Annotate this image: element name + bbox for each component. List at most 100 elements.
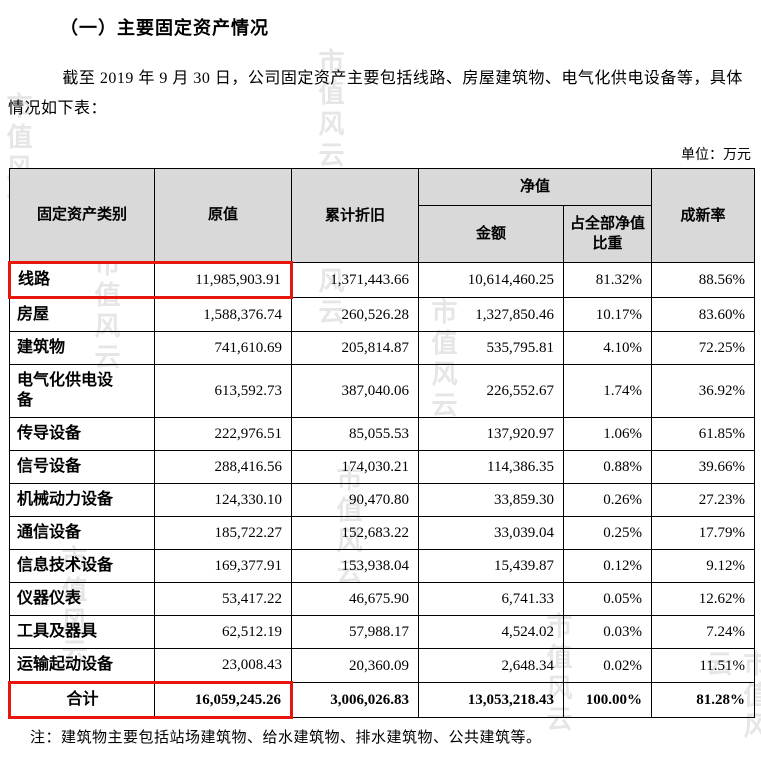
cell-original-value: 185,722.27 [154, 516, 292, 550]
table-row-fangwu: 房屋 1,588,376.74 260,526.28 1,327,850.46 … [9, 297, 756, 332]
cell-original-value: 124,330.10 [154, 483, 292, 517]
cell-accumulated-depreciation: 260,526.28 [291, 297, 419, 332]
cell-accumulated-depreciation: 3,006,026.83 [291, 682, 419, 718]
table-row-jixiedongli: 机械动力设备 124,330.10 90,470.80 33,859.30 0.… [9, 483, 756, 517]
cell-category: 电气化供电设备 [9, 364, 155, 418]
cell-net-proportion: 4.10% [562, 331, 653, 365]
col-header-category: 固定资产类别 [9, 168, 155, 263]
cell-newness-rate: 39.66% [651, 450, 756, 484]
cell-net-amount: 1,327,850.46 [418, 297, 564, 332]
header-row-2: 金额 占全部净值比重 [10, 205, 755, 263]
cell-original-value: 613,592.73 [154, 364, 292, 418]
cell-original-value: 23,008.43 [154, 648, 292, 683]
table-row-tongxin: 通信设备 185,722.27 152,683.22 33,039.04 0.2… [9, 516, 756, 550]
cell-net-proportion: 1.74% [562, 364, 653, 418]
col-header-accumulated-depreciation: 累计折旧 [291, 168, 419, 263]
col-header-net-proportion: 占全部净值比重 [562, 205, 653, 263]
cell-accumulated-depreciation: 57,988.17 [291, 615, 419, 649]
table-row-xinhao: 信号设备 288,416.56 174,030.21 114,386.35 0.… [9, 450, 756, 484]
cell-newness-rate: 81.28% [651, 682, 756, 718]
cell-net-amount: 226,552.67 [418, 364, 564, 418]
cell-net-proportion: 10.17% [562, 297, 653, 332]
cell-original-value: 16,059,245.26 [154, 681, 293, 719]
cell-net-proportion: 0.88% [562, 450, 653, 484]
cell-net-amount: 6,741.33 [418, 582, 564, 616]
col-header-newness-rate: 成新率 [651, 168, 756, 263]
cell-category: 通信设备 [9, 516, 155, 550]
cell-net-proportion: 81.32% [562, 262, 653, 298]
cell-accumulated-depreciation: 46,675.90 [291, 582, 419, 616]
table-row-jianzhuwu: 建筑物 741,610.69 205,814.87 535,795.81 4.1… [9, 331, 756, 365]
table-row-dianqihua: 电气化供电设备 613,592.73 387,040.06 226,552.67… [9, 364, 756, 418]
cell-original-value: 53,417.22 [154, 582, 292, 616]
cell-net-proportion: 100.00% [562, 682, 653, 718]
table-row-gongju: 工具及器具 62,512.19 57,988.17 4,524.02 0.03%… [9, 615, 756, 649]
cell-newness-rate: 11.51% [651, 648, 756, 683]
col-header-net-amount: 金额 [418, 205, 564, 263]
section-title: （一）主要固定资产情况 [60, 18, 269, 38]
fixed-assets-table: 固定资产类别 原值 累计折旧 净值 成新率 金额 占全部净值比重 线路 11,9… [8, 168, 756, 719]
cell-accumulated-depreciation: 387,040.06 [291, 364, 419, 418]
cell-category: 仪器仪表 [9, 582, 155, 616]
col-header-original-value: 原值 [154, 168, 292, 263]
table-row-yunshu: 运输起动设备 23,008.43 20,360.09 2,648.34 0.02… [9, 648, 756, 683]
cell-category: 信息技术设备 [9, 549, 155, 583]
cell-accumulated-depreciation: 152,683.22 [291, 516, 419, 550]
cell-accumulated-depreciation: 1,371,443.66 [291, 262, 419, 298]
cell-newness-rate: 83.60% [651, 297, 756, 332]
cell-net-amount: 535,795.81 [418, 331, 564, 365]
cell-newness-rate: 61.85% [651, 417, 756, 451]
cell-original-value: 1,588,376.74 [154, 297, 292, 332]
cell-original-value: 169,377.91 [154, 549, 292, 583]
cell-category: 合计 [8, 681, 155, 719]
cell-original-value: 222,976.51 [154, 417, 292, 451]
cell-category: 房屋 [9, 297, 155, 332]
cell-category: 建筑物 [9, 331, 155, 365]
cell-original-value: 741,610.69 [154, 331, 292, 365]
unit-label: 单位：万元 [681, 148, 751, 163]
cell-net-amount: 114,386.35 [418, 450, 564, 484]
cell-net-proportion: 0.26% [562, 483, 653, 517]
table-note: 注：建筑物主要包括站场建筑物、给水建筑物、排水建筑物、公共建筑等。 [30, 730, 542, 746]
table-row-yiqiyibiao: 仪器仪表 53,417.22 46,675.90 6,741.33 0.05% … [9, 582, 756, 616]
cell-net-proportion: 0.05% [562, 582, 653, 616]
table-body: 线路 11,985,903.91 1,371,443.66 10,614,460… [8, 261, 756, 719]
cell-category: 机械动力设备 [9, 483, 155, 517]
cell-net-proportion: 0.03% [562, 615, 653, 649]
table-row-total: 合计 16,059,245.26 3,006,026.83 13,053,218… [8, 681, 756, 719]
table-row-xinxijishu: 信息技术设备 169,377.91 153,938.04 15,439.87 0… [9, 549, 756, 583]
table-row-xianlu: 线路 11,985,903.91 1,371,443.66 10,614,460… [8, 261, 756, 299]
cell-accumulated-depreciation: 20,360.09 [291, 648, 419, 683]
cell-category: 线路 [8, 261, 155, 299]
cell-original-value: 62,512.19 [154, 615, 292, 649]
cell-category: 信号设备 [9, 450, 155, 484]
cell-net-amount: 2,648.34 [418, 648, 564, 683]
cell-category: 运输起动设备 [9, 648, 155, 683]
table-row-chuandao: 传导设备 222,976.51 85,055.53 137,920.97 1.0… [9, 417, 756, 451]
header-row-1: 固定资产类别 原值 累计折旧 净值 成新率 [9, 168, 756, 263]
cell-net-proportion: 0.02% [562, 648, 653, 683]
intro-paragraph: 截至 2019 年 9 月 30 日，公司固定资产主要包括线路、房屋建筑物、电气… [8, 70, 743, 117]
cell-newness-rate: 27.23% [651, 483, 756, 517]
cell-newness-rate: 12.62% [651, 582, 756, 616]
cell-net-amount: 4,524.02 [418, 615, 564, 649]
cell-newness-rate: 88.56% [651, 262, 756, 298]
cell-accumulated-depreciation: 205,814.87 [291, 331, 419, 365]
cell-accumulated-depreciation: 85,055.53 [291, 417, 419, 451]
cell-original-value: 11,985,903.91 [154, 261, 293, 299]
cell-net-proportion: 0.25% [562, 516, 653, 550]
cell-net-proportion: 1.06% [562, 417, 653, 451]
cell-net-amount: 33,039.04 [418, 516, 564, 550]
cell-newness-rate: 72.25% [651, 331, 756, 365]
cell-net-proportion: 0.12% [562, 549, 653, 583]
cell-category: 传导设备 [9, 417, 155, 451]
cell-net-amount: 10,614,460.25 [418, 262, 564, 298]
cell-category: 工具及器具 [9, 615, 155, 649]
cell-newness-rate: 7.24% [651, 615, 756, 649]
table-header: 固定资产类别 原值 累计折旧 净值 成新率 金额 占全部净值比重 [9, 168, 756, 263]
cell-net-amount: 33,859.30 [418, 483, 564, 517]
cell-net-amount: 137,920.97 [418, 417, 564, 451]
cell-accumulated-depreciation: 90,470.80 [291, 483, 419, 517]
cell-newness-rate: 9.12% [651, 549, 756, 583]
